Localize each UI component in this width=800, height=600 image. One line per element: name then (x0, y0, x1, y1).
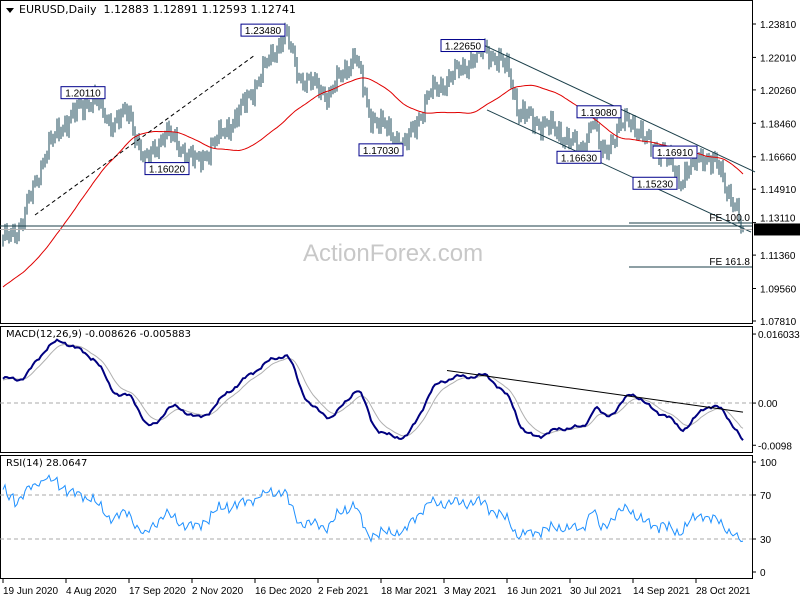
date-axis-label: 16 Dec 2020 (255, 586, 312, 597)
price-axis-label: 1.23810 (760, 20, 797, 31)
swing-label-box (440, 39, 486, 53)
price-panel-frame (0, 0, 753, 324)
price-axis-label: 1.18460 (760, 119, 797, 130)
price-axis-label: 1.09560 (760, 285, 797, 296)
price-axis-label: 1.11360 (760, 251, 796, 262)
date-axis-label: 2 Nov 2020 (192, 586, 244, 597)
fib-extension-label: FE 100.0 (709, 213, 750, 224)
price-axis-label: 1.14910 (760, 185, 797, 196)
rsi-axis-label: 30 (760, 535, 772, 546)
swing-label-box (632, 176, 678, 190)
date-axis-label: 28 Oct 2021 (696, 586, 751, 597)
current-price-box (754, 223, 800, 236)
date-axis-label: 16 Jun 2021 (507, 586, 562, 597)
dropdown-triangle-icon[interactable] (6, 7, 14, 13)
date-axis-label: 19 Jun 2020 (3, 586, 58, 597)
date-axis-label: 30 Jul 2021 (570, 586, 622, 597)
macd-axis-label: 0.016033 (758, 330, 800, 341)
macd-panel-frame (0, 326, 753, 453)
price-axis-label: 1.07810 (760, 317, 797, 328)
date-axis-label: 4 Aug 2020 (66, 586, 117, 597)
rising-trendline (34, 54, 256, 216)
macd-trendline (446, 370, 744, 413)
date-axis-label: 2 Feb 2021 (318, 586, 369, 597)
rsi-line (2, 474, 744, 543)
price-axis-label: 1.20260 (760, 86, 797, 97)
swing-label-text: 1.23480 (245, 26, 282, 37)
date-axis-label: 14 Sep 2021 (633, 586, 690, 597)
swing-label-text: 1.15230 (637, 179, 674, 190)
date-axis-label: 17 Sep 2020 (129, 586, 186, 597)
swing-label-box (652, 145, 698, 159)
swing-label-box (556, 150, 602, 164)
macd-axis-label: 0.00 (758, 399, 778, 410)
price-axis-label: 1.22010 (760, 53, 797, 64)
swing-label-box (144, 162, 190, 176)
ohlc-values: 1.12883 1.12891 1.12593 1.12741 (103, 3, 296, 16)
swing-label-text: 1.17030 (363, 146, 400, 157)
moving-average-line (2, 77, 744, 288)
macd-label: MACD(12,26,9) -0.008626 -0.005883 (6, 329, 191, 340)
swing-label-box (240, 23, 286, 37)
swing-label-text: 1.16630 (561, 153, 598, 164)
swing-label-text: 1.19080 (581, 108, 618, 119)
macd-signal-line (2, 343, 744, 437)
rsi-panel-frame (0, 455, 753, 579)
current-price-text: 1.12741 (758, 225, 795, 236)
channel-lower-line (486, 109, 752, 233)
rsi-label: RSI(14) 28.0647 (6, 458, 88, 469)
date-axis-label: 3 May 2021 (444, 586, 497, 597)
rsi-axis-label: 70 (760, 491, 772, 502)
swing-label-text: 1.22650 (445, 42, 482, 53)
rsi-axis-label: 100 (760, 458, 777, 469)
swing-label-box (576, 105, 622, 119)
swing-label-box (60, 86, 106, 100)
price-axis-label: 1.13110 (760, 213, 796, 224)
macd-axis-label: -0.0098 (758, 441, 792, 452)
chart-header: EURUSD,Daily 1.12883 1.12891 1.12593 1.1… (6, 3, 296, 16)
swing-label-text: 1.16910 (657, 148, 694, 159)
watermark: ActionForex.com (303, 240, 484, 267)
fib-extension-label: FE 161.8 (709, 257, 750, 268)
rsi-axis-label: 0 (760, 568, 766, 579)
swing-label-text: 1.16020 (149, 165, 186, 176)
symbol-label: EURUSD,Daily (19, 3, 97, 16)
swing-label-text: 1.20110 (65, 89, 101, 100)
date-axis-label: 18 Mar 2021 (381, 586, 438, 597)
macd-main-line (2, 338, 744, 441)
price-axis-label: 1.16660 (760, 153, 797, 164)
swing-label-box (358, 143, 404, 157)
